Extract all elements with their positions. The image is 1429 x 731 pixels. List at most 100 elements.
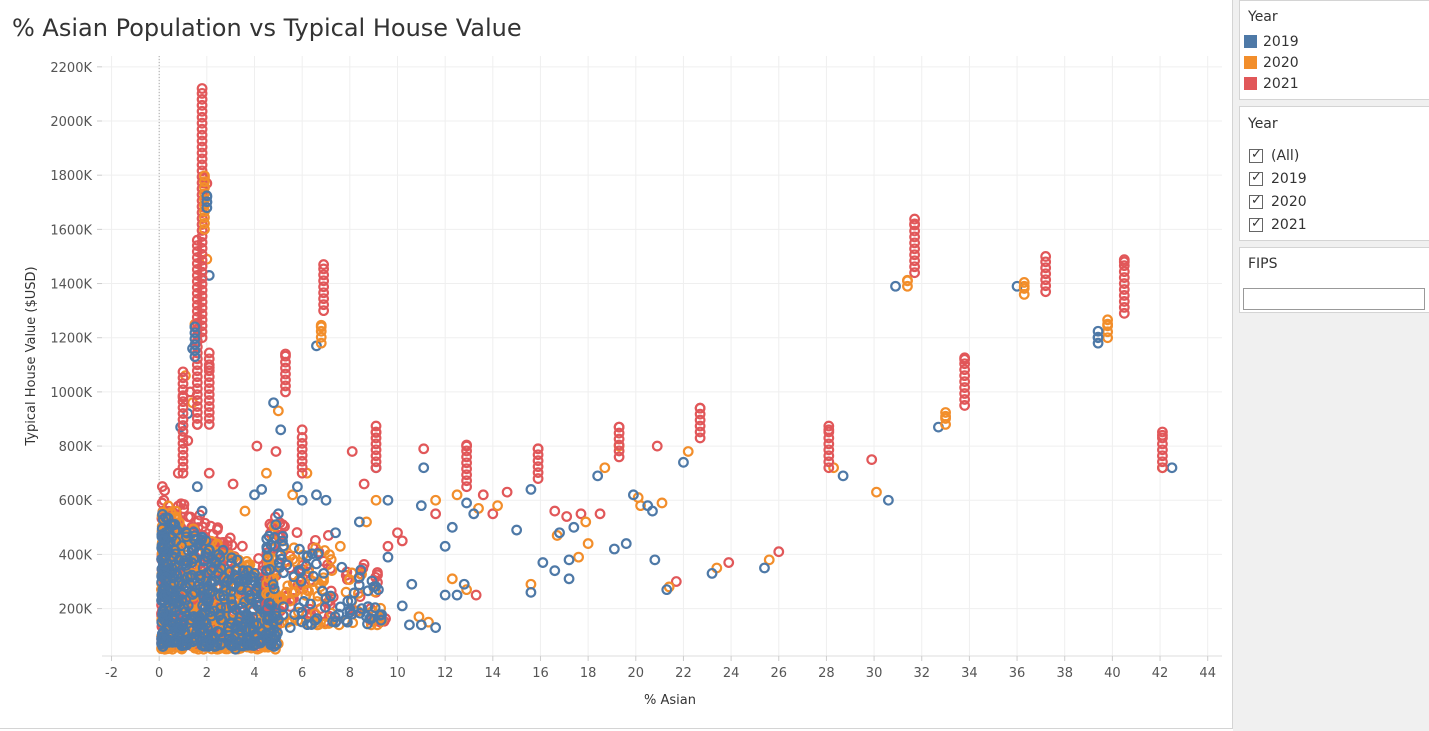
filter-option[interactable]: 2021	[1240, 213, 1429, 236]
legend-swatch	[1244, 35, 1257, 48]
cluster-point-2019	[223, 574, 234, 586]
filter-option[interactable]: (All)	[1240, 144, 1429, 167]
cluster-point-2019	[203, 594, 215, 606]
point-2020	[261, 467, 272, 479]
streak-point-2021	[196, 93, 208, 105]
legend-item-2020[interactable]: 2020	[1240, 52, 1429, 73]
filter-option[interactable]: 2020	[1240, 190, 1429, 213]
point-2019	[439, 589, 451, 601]
cluster-point-2019	[169, 558, 181, 570]
cluster-point-2019	[247, 571, 259, 583]
streak-point-2021	[461, 481, 472, 493]
streak-point-2021	[196, 117, 208, 129]
streak-point-2021	[280, 368, 291, 380]
point-2019	[568, 521, 580, 533]
streak-point-2021	[959, 364, 971, 376]
streak-point-2021	[461, 451, 472, 463]
streak-point-2019	[189, 333, 201, 345]
streak-point-2020	[315, 337, 327, 349]
cluster-point-2019	[374, 609, 386, 621]
streak-point-2021	[280, 350, 291, 362]
streak-point-2019	[201, 196, 213, 208]
cluster-point-2019	[262, 634, 274, 646]
cluster-point-2019	[305, 618, 317, 630]
checkbox-checked-icon[interactable]	[1249, 170, 1263, 186]
streak-point-2021	[177, 467, 189, 479]
point-2019	[592, 470, 604, 482]
streak-point-2021	[1118, 266, 1130, 278]
streak-point-2021	[191, 311, 203, 323]
cluster-point-2019	[217, 544, 229, 556]
streak-point-2021	[177, 426, 189, 437]
streak-point-2020	[1018, 277, 1030, 288]
streak-point-2021	[191, 413, 203, 424]
point-2021	[575, 508, 587, 520]
streak-point-2021	[1157, 462, 1168, 474]
streak-point-2021	[191, 377, 203, 389]
point-2020	[370, 494, 382, 506]
streak-point-2021	[909, 267, 920, 279]
cluster-point-2019	[226, 552, 237, 564]
cluster-point-2019	[300, 560, 312, 572]
legend-label: 2019	[1263, 33, 1299, 50]
streak-point-2021	[196, 99, 208, 111]
x-tick-label: 24	[723, 666, 740, 681]
visualization-panel: % Asian Population vs Typical House Valu…	[0, 0, 1233, 729]
streak-point-2021	[909, 249, 920, 261]
cluster-point-2019	[182, 556, 194, 568]
cluster-point-2020	[162, 500, 174, 512]
filter-option[interactable]: 2019	[1240, 167, 1429, 190]
point-2019	[537, 557, 549, 568]
cluster-point-2019	[169, 519, 181, 530]
x-tick-label: 6	[298, 666, 306, 681]
fips-input[interactable]	[1243, 288, 1425, 310]
streak-point-2021	[203, 359, 215, 371]
streak-point-2021	[909, 231, 920, 243]
cluster-point-2019	[195, 624, 207, 636]
streak-point-2020	[902, 280, 913, 292]
streak-point-2019	[201, 202, 213, 214]
streak-point-2020	[315, 319, 327, 331]
streak-point-2021	[203, 383, 215, 395]
point-2021	[346, 446, 358, 457]
checkbox-checked-icon[interactable]	[1249, 193, 1263, 209]
streak-point-2021	[461, 469, 472, 481]
point-2021	[670, 576, 682, 587]
cluster-point-2019	[242, 585, 253, 597]
streak-point-2021	[191, 240, 203, 252]
x-tick-label: -2	[105, 666, 118, 681]
cluster-point-2019	[311, 613, 323, 624]
streak-point-2021	[196, 153, 208, 165]
streak-point-2021	[694, 432, 706, 444]
streak-point-2021	[461, 463, 472, 475]
cluster-point-2020	[261, 578, 273, 590]
streak-point-2019	[189, 345, 201, 357]
streak-point-2021	[191, 281, 203, 293]
streak-point-2021	[196, 129, 208, 141]
streak-point-2021	[196, 135, 208, 147]
streak-point-2021	[191, 305, 203, 317]
streak-point-2021	[959, 400, 971, 411]
legend-item-2021[interactable]: 2021	[1240, 73, 1429, 94]
streak-point-2021	[191, 418, 203, 430]
streak-point-2021	[280, 356, 291, 368]
cluster-point-2019	[274, 562, 285, 573]
cluster-point-2020	[287, 553, 299, 565]
streak-point-2019	[189, 351, 201, 363]
point-2021	[723, 557, 735, 568]
scatter-chart[interactable]: 200K 400K 600K 800K 1000K 1200K 1400K 1600K 1800…	[0, 0, 1232, 728]
point-2019	[373, 584, 384, 596]
cluster-point-2021	[253, 553, 264, 564]
streak-point-2021	[370, 420, 382, 432]
streak-point-2021	[203, 371, 215, 383]
streak-point-2021	[370, 426, 382, 438]
checkbox-checked-icon[interactable]	[1249, 216, 1263, 232]
checkbox-checked-icon[interactable]	[1249, 147, 1263, 163]
legend-items: 2019 2020 2021	[1240, 31, 1429, 94]
streak-point-2021	[1118, 278, 1130, 289]
legend-item-2019[interactable]: 2019	[1240, 31, 1429, 52]
streak-point-2021	[191, 293, 203, 305]
point-2019	[418, 462, 430, 474]
streak-point-2021	[177, 455, 189, 467]
streak-point-2021	[296, 437, 308, 449]
